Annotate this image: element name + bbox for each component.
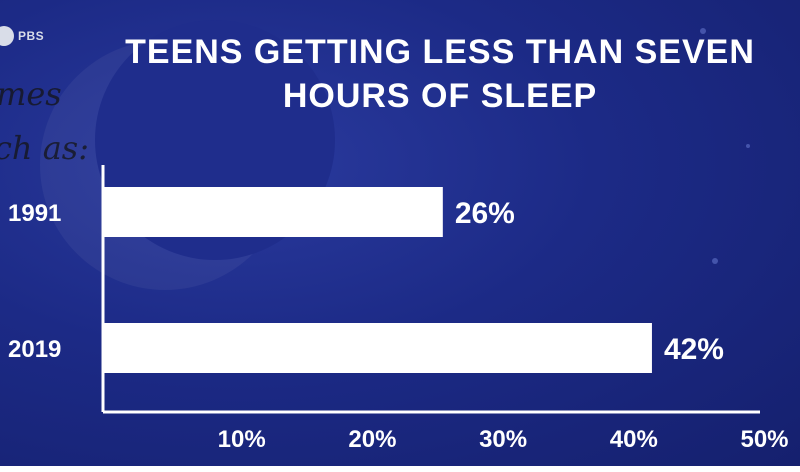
chart-title-line-1: TEENS GETTING LESS THAN SEVEN	[125, 33, 755, 71]
handwritten-note-line-2: ch as:	[0, 129, 89, 167]
data-label-1991: 26%	[455, 197, 515, 230]
pbs-head-icon	[0, 26, 14, 46]
chart-title: TEENS GETTING LESS THAN SEVEN HOURS OF S…	[30, 30, 800, 118]
category-label-1991: 1991	[8, 200, 61, 227]
pbs-logo: PBS	[0, 26, 44, 46]
handwritten-note-line-1: mes	[0, 75, 62, 113]
pbs-logo-text: PBS	[18, 29, 45, 43]
x-tick-label-20: 20%	[348, 426, 396, 453]
chart-title-line-2: HOURS OF SLEEP	[282, 77, 598, 115]
x-tick-label-30: 30%	[479, 426, 527, 453]
x-tick-label-10: 10%	[218, 426, 266, 453]
star-decoration	[700, 28, 706, 34]
x-tick-label-50: 50%	[740, 426, 788, 453]
category-label-2019: 2019	[8, 336, 61, 363]
x-tick-label-40: 40%	[610, 426, 658, 453]
data-label-2019: 42%	[664, 333, 724, 366]
star-decoration	[712, 258, 718, 264]
bar-2019	[104, 323, 652, 373]
bar-1991	[104, 187, 443, 237]
star-decoration	[746, 144, 750, 148]
